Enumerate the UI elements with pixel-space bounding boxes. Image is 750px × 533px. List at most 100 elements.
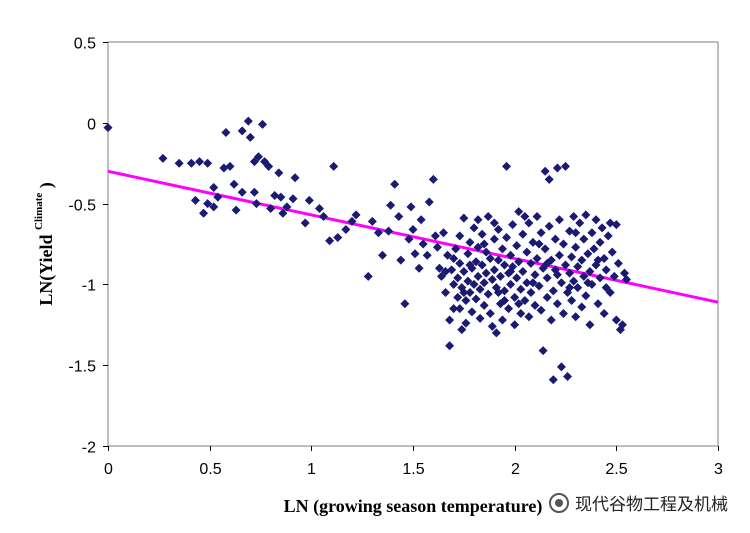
data-point <box>585 320 595 330</box>
data-point <box>577 255 587 265</box>
x-tick-label: 2 <box>511 461 520 478</box>
data-point <box>266 203 276 213</box>
data-point <box>532 212 542 222</box>
data-point <box>520 296 530 306</box>
data-point <box>514 207 524 217</box>
data-point <box>493 255 503 265</box>
data-point <box>565 268 575 278</box>
y-axis-title: LN(Yield Climate ) <box>26 182 57 306</box>
watermark: 现代谷物工程及机械 <box>549 490 728 515</box>
data-point <box>441 266 451 276</box>
data-point <box>441 287 451 297</box>
data-point <box>526 258 536 268</box>
data-point <box>243 116 253 126</box>
wechat-icon <box>549 492 569 513</box>
y-tick-label: -0.5 <box>68 198 96 215</box>
data-point <box>593 299 603 309</box>
data-points <box>103 116 631 385</box>
data-point <box>540 244 550 254</box>
data-point <box>589 244 599 254</box>
data-point <box>556 362 566 372</box>
data-point <box>424 197 434 207</box>
data-point <box>530 300 540 310</box>
data-point <box>487 321 497 331</box>
data-point <box>455 231 465 241</box>
data-point <box>282 202 292 212</box>
data-point <box>536 228 546 238</box>
data-point <box>408 224 418 234</box>
data-point <box>473 271 483 281</box>
data-point <box>528 278 538 288</box>
data-point <box>469 279 479 289</box>
data-point <box>558 239 568 249</box>
y-tick-label: 0 <box>87 117 96 134</box>
data-point <box>416 215 426 225</box>
data-point <box>451 244 461 254</box>
data-point <box>601 265 611 275</box>
trend-line <box>107 169 719 304</box>
data-point <box>552 270 562 280</box>
data-point <box>274 168 284 178</box>
data-point <box>469 223 479 233</box>
data-point <box>461 318 471 328</box>
data-point <box>199 208 209 218</box>
data-point <box>581 291 591 301</box>
data-point <box>471 294 481 304</box>
data-point <box>571 228 581 238</box>
data-point <box>209 182 219 192</box>
data-point <box>591 215 601 225</box>
data-point <box>491 328 501 338</box>
data-point <box>225 161 235 171</box>
data-point <box>504 304 514 314</box>
data-point <box>522 278 532 288</box>
data-point <box>465 260 475 270</box>
watermark-text: 现代谷物工程及机械 <box>575 495 728 515</box>
data-point <box>510 292 520 302</box>
data-point <box>601 283 611 293</box>
data-point <box>410 249 420 259</box>
y-tick-label: -2 <box>82 440 96 457</box>
data-point <box>611 315 621 325</box>
data-point <box>550 234 560 244</box>
data-point <box>418 239 428 249</box>
data-point <box>400 299 410 309</box>
data-point <box>453 273 463 283</box>
data-point <box>567 252 577 262</box>
data-point <box>471 257 481 267</box>
data-point <box>487 275 497 285</box>
data-point <box>510 320 520 330</box>
data-point <box>467 307 477 317</box>
data-point <box>520 212 530 222</box>
data-point <box>459 213 469 223</box>
data-point <box>231 205 241 215</box>
data-point <box>475 284 485 294</box>
data-point <box>465 237 475 247</box>
data-point <box>573 262 583 272</box>
data-point <box>512 241 522 251</box>
data-point <box>483 289 493 299</box>
data-point <box>571 312 581 322</box>
data-point <box>577 302 587 312</box>
data-point <box>506 250 516 260</box>
data-point <box>546 315 556 325</box>
data-point <box>158 153 168 163</box>
data-point <box>583 249 593 259</box>
data-point <box>532 254 542 264</box>
data-point <box>209 202 219 212</box>
data-point <box>597 223 607 233</box>
data-point <box>485 308 495 318</box>
data-point <box>518 229 528 239</box>
data-point <box>390 179 400 189</box>
data-point <box>583 278 593 288</box>
data-point <box>473 215 483 225</box>
x-tick-label: 1.5 <box>402 461 424 478</box>
data-point <box>554 215 564 225</box>
data-point <box>449 304 459 314</box>
data-point <box>508 220 518 230</box>
data-point <box>548 286 558 296</box>
data-point <box>502 161 512 171</box>
data-point <box>396 255 406 265</box>
data-point <box>237 187 247 197</box>
data-point <box>203 158 213 168</box>
data-point <box>524 312 534 322</box>
